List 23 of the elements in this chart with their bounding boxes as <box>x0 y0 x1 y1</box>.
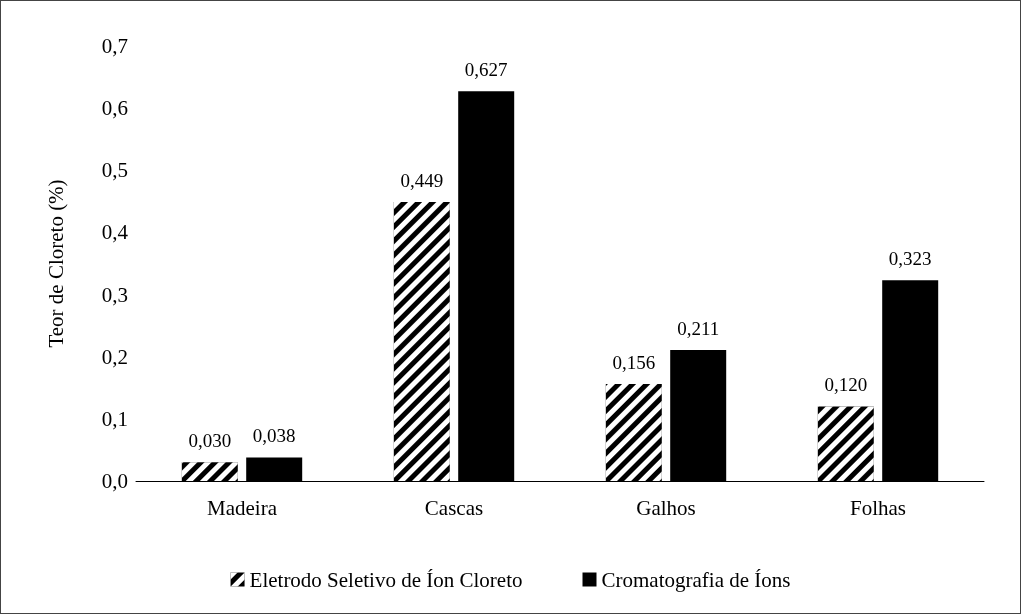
data-label: 0,038 <box>252 425 296 447</box>
x-tick-label: Galhos <box>636 495 696 520</box>
y-tick-label: 0,2 <box>101 344 128 369</box>
y-tick-label: 0,0 <box>101 469 128 493</box>
data-label: 0,449 <box>400 169 444 191</box>
y-tick-label: 0,7 <box>101 34 128 58</box>
data-label: 0,627 <box>464 59 508 81</box>
y-tick-label: 0,1 <box>101 406 128 431</box>
x-tick-label: Cascas <box>424 495 484 520</box>
x-tick-label: Folhas <box>849 495 907 520</box>
y-axis-title: Teor de Cloreto (%) <box>43 179 68 348</box>
y-tick-label: 0,3 <box>101 282 128 307</box>
y-tick-label: 0,6 <box>101 96 128 121</box>
data-label: 0,156 <box>612 352 656 374</box>
y-tick-label: 0,4 <box>101 220 129 245</box>
x-tick-label: Madeira <box>207 495 278 520</box>
data-label: 0,120 <box>824 374 868 396</box>
legend-label: Cromatografia de Íons <box>601 567 791 592</box>
data-label: 0,030 <box>188 430 232 452</box>
data-label: 0,211 <box>677 317 720 339</box>
data-label: 0,323 <box>888 248 932 270</box>
legend-label: Eletrodo Seletivo de Íon Cloreto <box>249 567 523 592</box>
y-tick-label: 0,5 <box>101 158 128 183</box>
